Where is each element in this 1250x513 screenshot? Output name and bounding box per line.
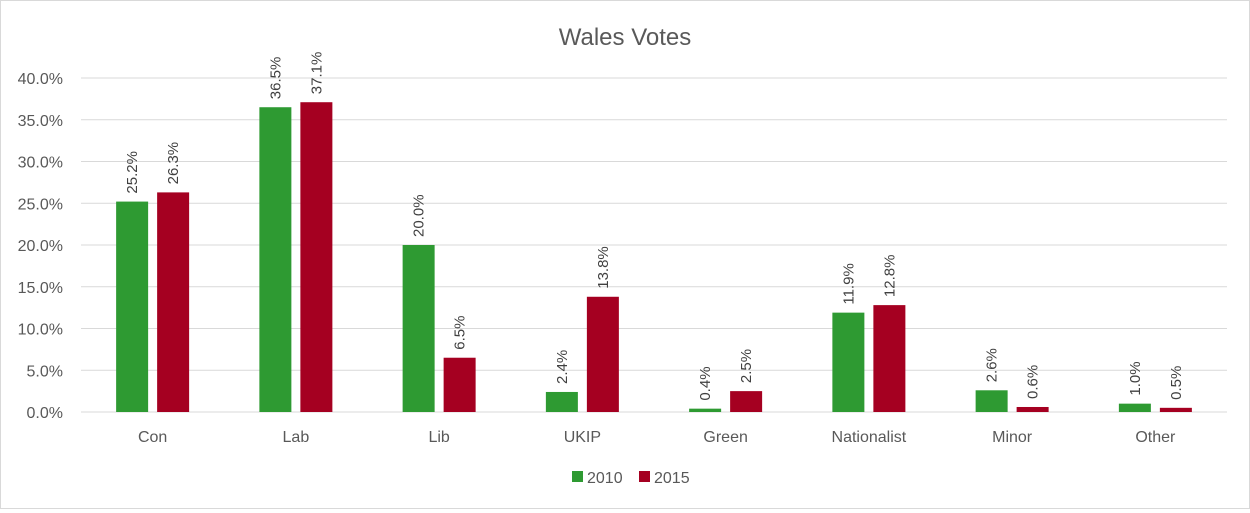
bar-2015 xyxy=(443,357,476,412)
bar-2015 xyxy=(1159,407,1192,412)
bar-2015 xyxy=(873,305,906,412)
data-label: 13.8% xyxy=(595,246,612,289)
y-tick-label: 25.0% xyxy=(18,196,63,213)
data-label: 26.3% xyxy=(165,142,182,185)
x-tick-label: Lab xyxy=(283,429,310,446)
x-axis: Con Lab Lib UKIP Green Nationalist Minor Other xyxy=(138,429,1176,446)
bar-2015 xyxy=(1016,406,1049,412)
x-tick-label: Minor xyxy=(992,429,1033,446)
bar-2015 xyxy=(586,296,619,412)
legend-label: 2010 xyxy=(587,470,623,487)
data-label: 1.0% xyxy=(1127,361,1144,395)
bar-2010 xyxy=(116,201,149,412)
x-tick-label: UKIP xyxy=(564,429,601,446)
y-tick-label: 20.0% xyxy=(18,238,63,255)
bar-2015 xyxy=(730,391,763,412)
y-tick-label: 15.0% xyxy=(18,280,63,297)
bar-2015 xyxy=(300,102,333,412)
legend-swatch xyxy=(639,471,650,482)
bar-2010 xyxy=(975,390,1008,412)
x-tick-label: Green xyxy=(703,429,747,446)
legend: 2010 2015 xyxy=(572,470,690,487)
bar-2010 xyxy=(832,312,865,412)
legend-label: 2015 xyxy=(654,470,690,487)
data-label: 25.2% xyxy=(124,151,141,194)
y-tick-label: 35.0% xyxy=(18,113,63,130)
data-label: 2.6% xyxy=(984,348,1001,382)
data-label: 2.4% xyxy=(554,350,571,384)
data-label: 2.5% xyxy=(738,349,755,383)
data-label: 37.1% xyxy=(308,52,325,95)
data-label: 20.0% xyxy=(411,194,428,237)
y-tick-label: 10.0% xyxy=(18,322,63,339)
y-tick-label: 40.0% xyxy=(18,71,63,88)
bar-2010 xyxy=(1118,403,1151,412)
bars: 25.2% 26.3% 36.5% 37.1% 20.0% 6.5% 2.4% 13.8% 0.… xyxy=(116,52,1192,412)
chart-title: Wales Votes xyxy=(559,24,692,51)
data-label: 0.6% xyxy=(1025,365,1042,399)
data-label: 6.5% xyxy=(452,316,469,350)
y-tick-label: 5.0% xyxy=(27,363,63,380)
data-label: 36.5% xyxy=(267,57,284,100)
y-axis: 0.0% 5.0% 10.0% 15.0% 20.0% 25.0% 30.0% 35.0% 40… xyxy=(18,71,63,422)
x-tick-label: Con xyxy=(138,429,167,446)
y-tick-label: 30.0% xyxy=(18,155,63,172)
x-tick-label: Nationalist xyxy=(832,429,907,446)
y-tick-label: 0.0% xyxy=(27,405,63,422)
bar-2010 xyxy=(689,408,722,412)
x-tick-label: Other xyxy=(1135,429,1176,446)
bar-2015 xyxy=(157,192,190,412)
data-label: 12.8% xyxy=(881,255,898,298)
data-label: 0.4% xyxy=(697,366,714,400)
data-label: 11.9% xyxy=(840,263,857,304)
bar-2010 xyxy=(259,107,292,412)
data-label: 0.5% xyxy=(1168,366,1185,400)
bar-2010 xyxy=(402,245,435,412)
gridlines xyxy=(81,77,1227,413)
bar-2010 xyxy=(545,391,578,412)
x-tick-label: Lib xyxy=(428,429,449,446)
legend-swatch xyxy=(572,471,583,482)
